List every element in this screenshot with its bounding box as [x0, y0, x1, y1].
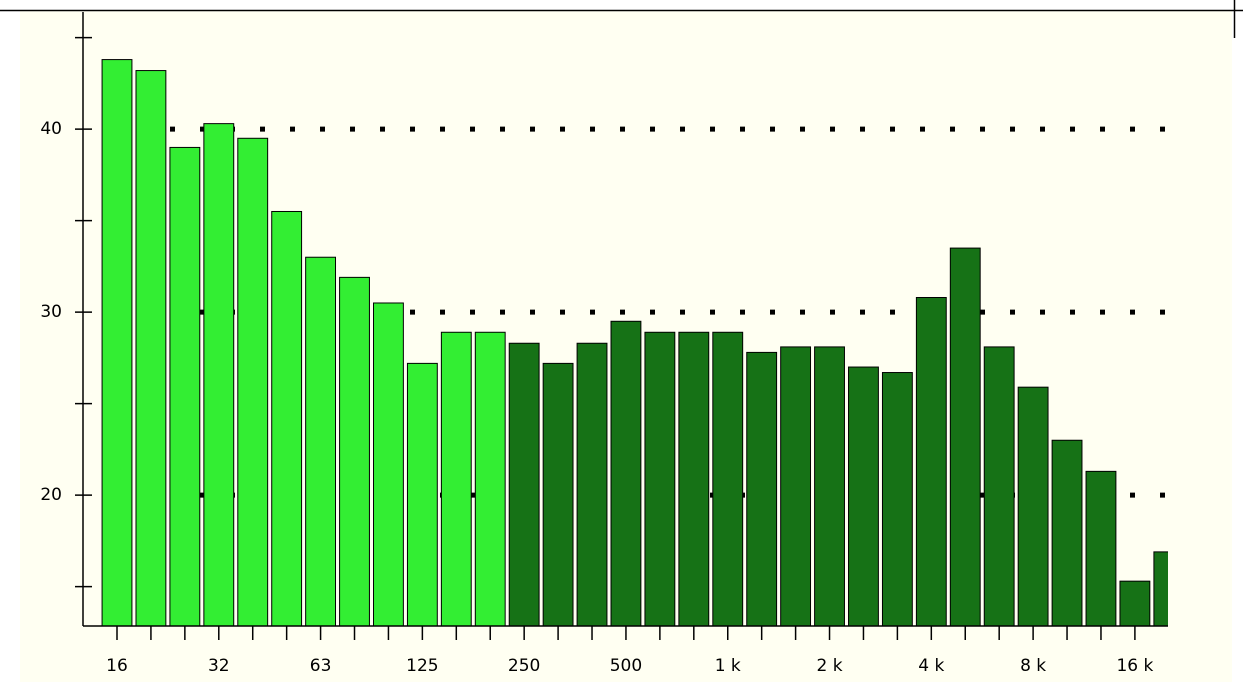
bar	[1119, 580, 1151, 627]
bar	[848, 366, 879, 627]
bar	[712, 331, 744, 627]
bar	[305, 256, 337, 627]
bar	[746, 351, 778, 627]
bar	[1051, 439, 1083, 627]
y-tick-label: 20	[40, 485, 62, 505]
bar	[237, 137, 269, 627]
bar	[983, 346, 1015, 627]
bar	[271, 210, 303, 627]
bars	[101, 59, 1168, 627]
x-tick-label: 8 k	[1020, 656, 1046, 676]
x-tick-label: 4 k	[918, 656, 944, 676]
bar	[203, 123, 235, 627]
bar	[610, 320, 642, 627]
bar	[780, 346, 812, 627]
bar	[373, 302, 404, 627]
bar	[542, 362, 574, 627]
bar	[1017, 386, 1049, 627]
bar	[1153, 551, 1168, 627]
x-tick-label: 16	[106, 656, 128, 676]
bar	[678, 331, 710, 627]
bar	[406, 362, 438, 627]
bar	[1085, 470, 1117, 627]
bar	[576, 342, 608, 627]
axes: 20 30 40 16 32 63 125 250 500 1 k 2 k 4 k 8 k 16 k	[40, 12, 1168, 676]
bar	[949, 247, 981, 627]
bar	[135, 70, 167, 627]
y-tick-label: 30	[40, 302, 62, 322]
y-tick-label: 40	[40, 119, 62, 139]
bar	[915, 296, 947, 627]
x-tick-label: 63	[310, 656, 332, 676]
x-tick-label: 500	[610, 656, 642, 676]
bar	[440, 331, 472, 627]
bar	[101, 59, 133, 627]
x-tick-label: 250	[508, 656, 540, 676]
x-tick-label: 2 k	[816, 656, 842, 676]
bar	[881, 372, 913, 627]
bar	[508, 342, 540, 627]
bar	[814, 346, 845, 627]
bar	[644, 331, 676, 627]
x-tick-label: 125	[406, 656, 438, 676]
bar	[474, 331, 506, 627]
bar	[169, 146, 201, 627]
x-tick-label: 16 k	[1116, 656, 1153, 676]
x-tick-label: 32	[208, 656, 230, 676]
x-tick-label: 1 k	[715, 656, 741, 676]
bar	[339, 276, 370, 627]
